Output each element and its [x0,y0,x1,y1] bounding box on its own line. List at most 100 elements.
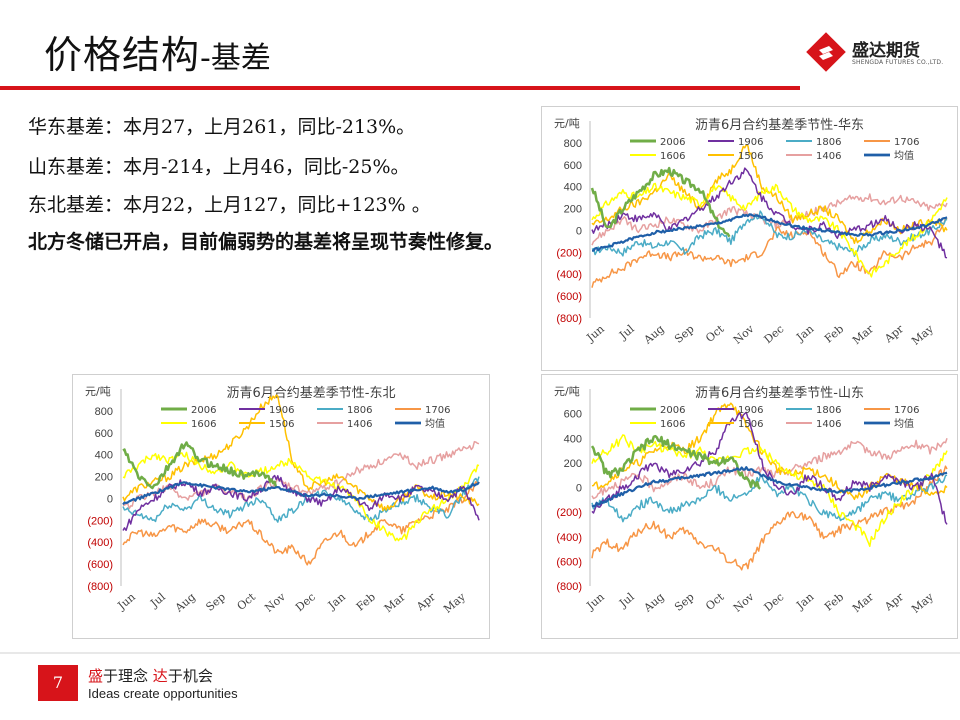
x-tick-label: Nov [731,322,757,347]
slogan-part-2: 于理念 [103,667,153,685]
legend-label-1506: 1506 [738,419,763,430]
series-line-均值 [592,213,948,252]
page-number: 7 [38,665,78,701]
legend-label-1506: 1506 [269,419,294,430]
series-line-2006 [122,441,278,490]
x-tick-label: Sep [672,590,697,614]
y-tick-label: (600) [556,291,582,303]
page-title: 价格结构 -基差 [44,24,271,79]
legend-label-1406: 1406 [347,419,372,430]
slogan-part-1: 盛 [88,667,104,685]
x-tick-label: Feb [822,322,846,345]
series-line-1606 [122,451,480,542]
series-line-1906 [122,474,480,532]
x-tick-label: Nov [731,590,757,615]
series-line-1406 [122,440,480,510]
y-tick-label: 200 [564,458,582,470]
legend-label-1606: 1606 [660,419,685,430]
company-logo: 盛达期货 SHENGDA FUTURES CO.,LTD. [806,32,956,72]
legend-label-1406: 1406 [816,419,841,430]
legend-label-1806: 1806 [816,405,841,416]
y-tick-label: (200) [556,507,582,519]
y-tick-label: (800) [87,581,113,593]
legend-label-均值: 均值 [894,149,914,162]
y-tick-label: (800) [556,581,582,593]
y-tick-label: (400) [556,532,582,544]
summary-huadong: 华东基差：本月27，上月261，同比-213%。 [28,116,416,138]
x-tick-label: Oct [703,590,727,613]
legend-label-2006: 2006 [660,405,685,416]
x-tick-label: Jan [793,590,816,612]
logo-mark-icon [806,32,846,72]
x-tick-label: Apr [881,322,906,346]
x-tick-label: Sep [672,322,697,346]
y-tick-label: 200 [564,204,582,216]
x-tick-label: Apr [881,590,906,614]
y-tick-label: 800 [95,406,113,418]
legend-label-1706: 1706 [894,405,919,416]
y-tick-label: 600 [564,409,582,421]
summary-shandong: 山东基差：本月-214，上月46，同比-25%。 [28,156,410,178]
legend-label-均值: 均值 [425,417,445,430]
x-tick-label: Apr [413,590,438,614]
series-line-1506 [122,394,480,512]
summary-conclusion: 北方冬储已开启，目前偏弱势的基差将呈现节奏性修复。 [28,231,504,253]
chart-svg-dongbei: 800 600 400 200 0 (200) (400) (600) (800) 元/吨 沥青6月… [85,385,480,616]
x-tick-label: Dec [762,322,787,346]
legend-label-均值: 均值 [894,417,914,430]
summary-dongbei: 东北基差：本月22，上月127，同比+123% 。 [28,194,431,216]
series-line-1806 [591,474,948,523]
y-tick-label: 0 [107,493,113,505]
x-tick-label: Oct [703,322,727,345]
series-line-2006 [590,166,731,238]
legend-label-1806: 1806 [816,137,841,148]
legend-label-1706: 1706 [425,405,450,416]
x-tick-label: Aug [641,322,667,347]
y-tick-label: 0 [576,483,582,495]
y-tick-label: (400) [556,269,582,281]
footer-slogan-en: Ideas create opportunities [88,686,238,701]
y-tick-label: (200) [87,515,113,527]
x-tick-label: Dec [762,590,787,614]
series-line-1906 [591,167,948,259]
series-line-1706 [591,217,948,288]
chart-title: 沥青6月合约基差季节性-东北 [227,386,396,401]
x-tick-label: Dec [293,590,318,614]
x-tick-label: Mar [382,590,409,615]
y-tick-label: (200) [556,247,582,259]
y-tick-label: 400 [564,433,582,445]
x-tick-label: Mar [850,322,877,347]
y-unit-label: 元/吨 [85,385,111,398]
y-tick-label: (800) [556,313,582,325]
series-line-1606 [591,182,948,278]
y-tick-label: 400 [564,182,582,194]
series-line-1606 [591,434,948,548]
page-title-main: 价格结构 [44,33,201,77]
x-tick-label: Jul [616,590,637,611]
legend-label-1406: 1406 [816,151,841,162]
x-tick-label: Feb [354,590,378,613]
x-tick-label: Mar [850,590,877,615]
series-line-1906 [591,411,948,525]
chart-title: 沥青6月合约基差季节性-山东 [695,386,864,401]
slogan-part-3: 达 [152,667,168,685]
x-tick-label: May [441,590,468,616]
page-title-sub: -基差 [200,41,271,76]
chart-title: 沥青6月合约基差季节性-华东 [695,118,864,133]
series-line-2006 [590,434,762,490]
chart-shandong: 600 400 200 0 (200) (400) (600) (800) 元/吨 沥青6月合约基… [541,374,958,639]
x-tick-label: Jul [616,322,637,343]
legend-label-1706: 1706 [894,137,919,148]
logo-name-cn: 盛达期货 [852,41,920,61]
chart-huadong: 800 600 400 200 0 (200) (400) (600) (800) 元/吨 沥青6月… [541,106,958,371]
x-tick-label: Oct [235,590,259,613]
x-tick-label: Nov [262,590,288,615]
x-tick-label: Feb [822,590,846,613]
y-tick-label: (400) [87,537,113,549]
footer-slogan-cn: 盛于理念 达于机会 [88,665,213,686]
x-tick-label: Aug [641,590,667,615]
y-unit-label: 元/吨 [554,385,580,398]
legend-label-1906: 1906 [269,405,294,416]
slogan-part-4: 于机会 [167,667,213,685]
series-line-均值 [122,481,480,506]
